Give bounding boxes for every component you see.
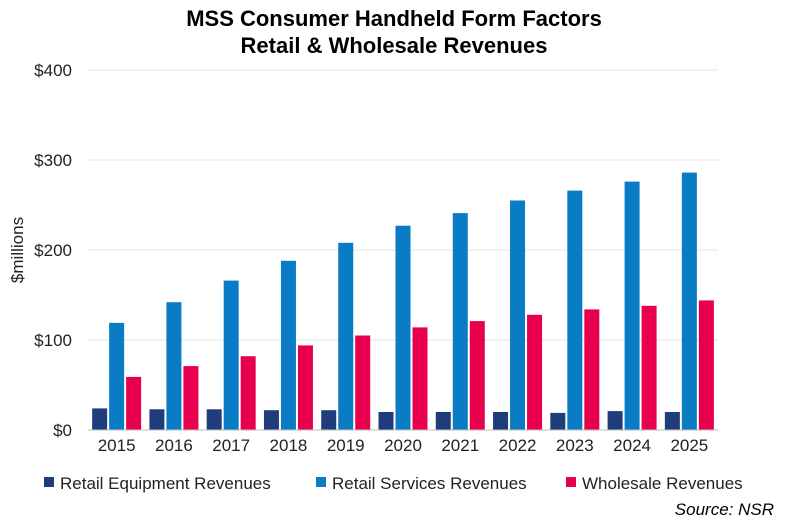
bar (378, 412, 394, 430)
legend: Retail Equipment Revenues Retail Services… (44, 474, 743, 493)
bar (412, 327, 428, 430)
bar (297, 345, 313, 430)
bar (280, 260, 296, 430)
bar (664, 412, 680, 430)
bar (567, 190, 583, 430)
bar (624, 181, 640, 430)
y-tick-label: $0 (53, 421, 72, 440)
y-tick-label: $400 (34, 61, 72, 80)
bar (240, 356, 256, 430)
y-tick-label: $200 (34, 241, 72, 260)
bar (550, 412, 566, 430)
legend-swatch (316, 477, 326, 487)
y-tick-label: $300 (34, 151, 72, 170)
x-tick-label: 2025 (670, 436, 708, 455)
x-tick-label: 2018 (270, 436, 308, 455)
x-tick-label: 2023 (556, 436, 594, 455)
chart-subtitle: Retail & Wholesale Revenues (240, 33, 548, 58)
bar (206, 409, 222, 430)
bar (395, 225, 411, 430)
bar (510, 200, 526, 430)
bar (321, 410, 337, 430)
bar (435, 412, 451, 430)
bar (126, 376, 142, 430)
x-axis-ticks: 2015 2016 2017 2018 2019 2020 2021 2022 2023 2024… (98, 436, 709, 455)
x-tick-label: 2015 (98, 436, 136, 455)
bars (92, 172, 714, 430)
legend-swatch (566, 477, 576, 487)
x-tick-label: 2019 (327, 436, 365, 455)
bar (149, 409, 165, 430)
bar (681, 172, 697, 430)
x-tick-label: 2020 (384, 436, 422, 455)
x-tick-label: 2016 (155, 436, 193, 455)
bar (469, 321, 485, 430)
bar (527, 314, 543, 430)
x-tick-label: 2022 (499, 436, 537, 455)
bar (338, 242, 354, 430)
x-tick-label: 2017 (212, 436, 250, 455)
bar (641, 305, 657, 430)
bar (223, 280, 239, 430)
x-tick-label: 2024 (613, 436, 651, 455)
bar (584, 309, 600, 430)
bar (183, 366, 199, 430)
bar (698, 300, 714, 430)
legend-label: Retail Services Revenues (332, 474, 527, 493)
y-axis-label: $millions (8, 217, 27, 283)
chart-title: MSS Consumer Handheld Form Factors (186, 6, 602, 31)
source-note: Source: NSR (674, 500, 774, 519)
bar (92, 408, 108, 430)
y-axis-ticks: $0 $100 $200 $300 $400 (34, 61, 72, 440)
x-tick-label: 2021 (441, 436, 479, 455)
legend-label: Retail Equipment Revenues (60, 474, 271, 493)
bar (166, 302, 182, 430)
legend-label: Wholesale Revenues (582, 474, 743, 493)
bar (452, 213, 468, 430)
bar (109, 322, 125, 430)
bar (493, 412, 509, 430)
y-tick-label: $100 (34, 331, 72, 350)
bar (355, 335, 371, 430)
bar (607, 411, 623, 430)
bar (263, 410, 279, 430)
legend-swatch (44, 477, 54, 487)
